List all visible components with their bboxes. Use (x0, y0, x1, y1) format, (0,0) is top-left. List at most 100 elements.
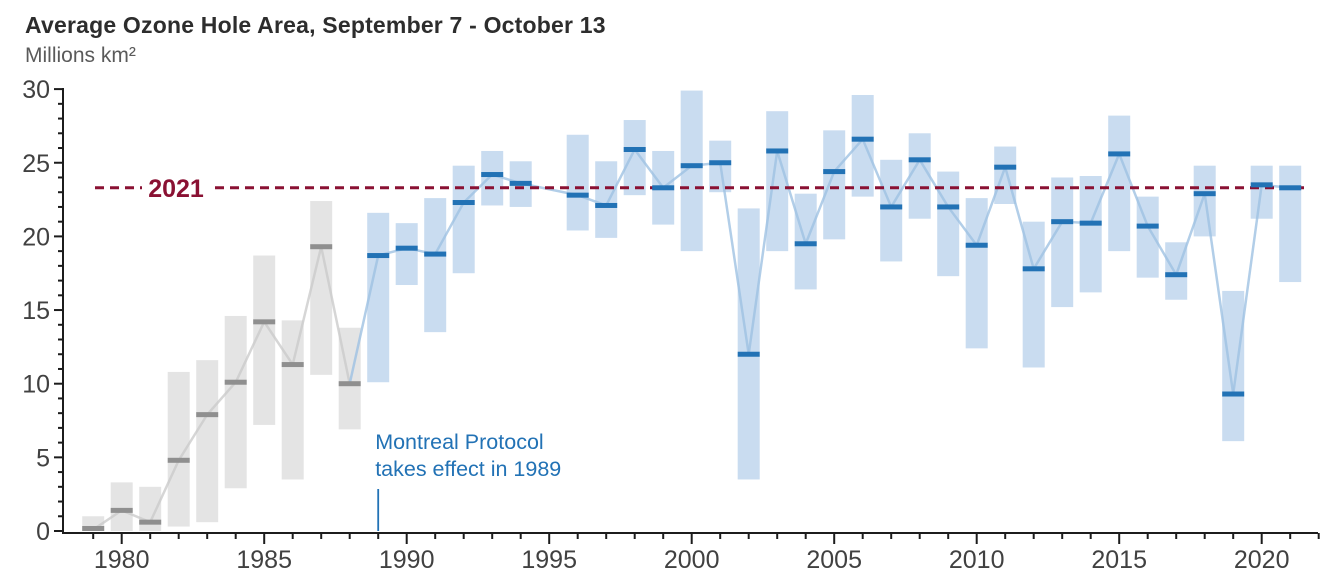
mean-trend-segment-2008-2009 (918, 159, 950, 208)
range-bar-2015 (1108, 115, 1131, 252)
x-tick-label-1980: 1980 (94, 546, 150, 574)
range-bar-1997 (595, 161, 618, 238)
mean-tick-1999 (652, 185, 675, 191)
mean-tick-1985 (253, 319, 276, 325)
annotation-text-line-2: takes effect in 1989 (375, 457, 561, 481)
range-bar-2021 (1279, 165, 1302, 283)
range-bar-1985 (253, 255, 276, 425)
mean-tick-2011 (994, 164, 1017, 170)
mean-tick-2012 (1022, 266, 1045, 272)
y-tick-label-5: 5 (36, 444, 50, 472)
mean-tick-2017 (1165, 272, 1188, 278)
mean-tick-1979 (82, 526, 105, 531)
mean-tick-2020 (1250, 182, 1273, 188)
x-tick-label-2005: 2005 (806, 546, 862, 574)
range-bar-1996 (566, 134, 589, 231)
mean-tick-2005 (823, 169, 846, 175)
mean-tick-1987 (310, 244, 333, 250)
mean-trend-segment-1997-1998 (605, 148, 636, 207)
mean-tick-1989 (367, 253, 390, 259)
x-tick-label-2000: 2000 (664, 546, 720, 574)
mean-tick-2021 (1279, 185, 1302, 191)
mean-trend-segment-2001-2002 (718, 162, 750, 355)
range-bar-1998 (623, 120, 646, 196)
mean-trend-segment-2018-2019 (1203, 193, 1235, 395)
range-bar-1982 (167, 371, 190, 527)
range-bar-2003 (766, 111, 789, 252)
range-bar-2010 (965, 198, 988, 349)
range-bar-1993 (481, 150, 504, 206)
x-tick-label-1990: 1990 (379, 546, 435, 574)
range-bar-1984 (224, 315, 247, 489)
mean-tick-1992 (452, 200, 475, 206)
mean-trend-segment-2007-2008 (890, 159, 921, 208)
mean-tick-2019 (1222, 391, 1245, 397)
mean-tick-2009 (937, 204, 960, 210)
mean-tick-1998 (623, 146, 646, 152)
mean-tick-1982 (167, 457, 190, 463)
y-tick-label-25: 25 (22, 150, 50, 178)
mean-tick-2006 (851, 136, 874, 142)
mean-tick-1980 (110, 507, 133, 513)
mean-trend-segment-1984-1985 (234, 321, 266, 383)
range-bar-2016 (1136, 196, 1159, 278)
range-bar-1990 (395, 223, 418, 286)
mean-trend-segment-1987-1988 (319, 246, 351, 384)
x-tick-label-1995: 1995 (521, 546, 577, 574)
y-tick-label-0: 0 (36, 518, 50, 546)
mean-tick-2002 (737, 351, 760, 357)
x-tick-label-2015: 2015 (1091, 546, 1147, 574)
annotation-text-line-1: Montreal Protocol (375, 430, 544, 454)
range-bar-1986 (281, 320, 304, 480)
x-tick-label-2010: 2010 (949, 546, 1005, 574)
range-bar-1991 (424, 198, 447, 333)
mean-tick-2016 (1136, 223, 1159, 229)
x-tick-label-1985: 1985 (236, 546, 292, 574)
y-tick-label-10: 10 (22, 371, 50, 399)
mean-tick-1981 (139, 519, 162, 525)
mean-trend-segment-2005-2006 (833, 138, 864, 173)
mean-trend-segment-2017-2018 (1175, 193, 1206, 276)
range-bar-2007 (880, 159, 903, 262)
mean-tick-1983 (196, 412, 219, 418)
mean-tick-1993 (481, 172, 504, 178)
x-tick-label-2020: 2020 (1234, 546, 1290, 574)
range-bar-2006 (851, 94, 874, 197)
range-bar-2002 (737, 208, 760, 480)
mean-trend-segment-2012-2013 (1032, 221, 1064, 270)
mean-tick-1986 (281, 362, 304, 368)
mean-trend-segment-2003-2004 (776, 150, 807, 245)
y-tick-label-30: 30 (22, 76, 50, 104)
range-bar-2019 (1222, 290, 1245, 442)
mean-tick-2010 (965, 242, 988, 248)
mean-trend-segment-2004-2005 (804, 171, 836, 245)
range-bar-1980 (110, 482, 133, 531)
mean-trend-segment-2009-2010 (947, 206, 978, 246)
y-tick-label-20: 20 (22, 223, 50, 251)
range-bar-2005 (823, 130, 846, 240)
mean-trend-segment-2015-2016 (1118, 153, 1149, 227)
mean-tick-2000 (680, 163, 703, 169)
y-tick-label-15: 15 (22, 297, 50, 325)
mean-trend-segment-1981-1982 (149, 459, 180, 523)
mean-tick-2003 (766, 148, 789, 154)
reference-label-backing (142, 171, 212, 204)
mean-trend-segment-2019-2020 (1231, 184, 1263, 395)
mean-tick-1991 (424, 251, 447, 257)
mean-trend-segment-2006-2007 (861, 138, 893, 208)
mean-tick-1996 (566, 192, 589, 198)
mean-trend-segment-2016-2017 (1146, 225, 1178, 276)
mean-tick-2004 (794, 241, 817, 247)
mean-tick-2015 (1108, 151, 1131, 157)
mean-trend-segment-1998-1999 (633, 148, 665, 189)
mean-trend-segment-2010-2011 (975, 166, 1007, 246)
mean-trend-segment-1985-1986 (263, 321, 294, 366)
mean-tick-1994 (509, 180, 532, 186)
mean-trend-segment-1999-2000 (662, 164, 693, 189)
mean-trend-segment-1986-1987 (291, 246, 323, 365)
mean-tick-2007 (880, 204, 903, 210)
mean-tick-2001 (709, 160, 732, 166)
range-bar-1992 (452, 165, 475, 274)
range-bar-2014 (1079, 176, 1102, 293)
